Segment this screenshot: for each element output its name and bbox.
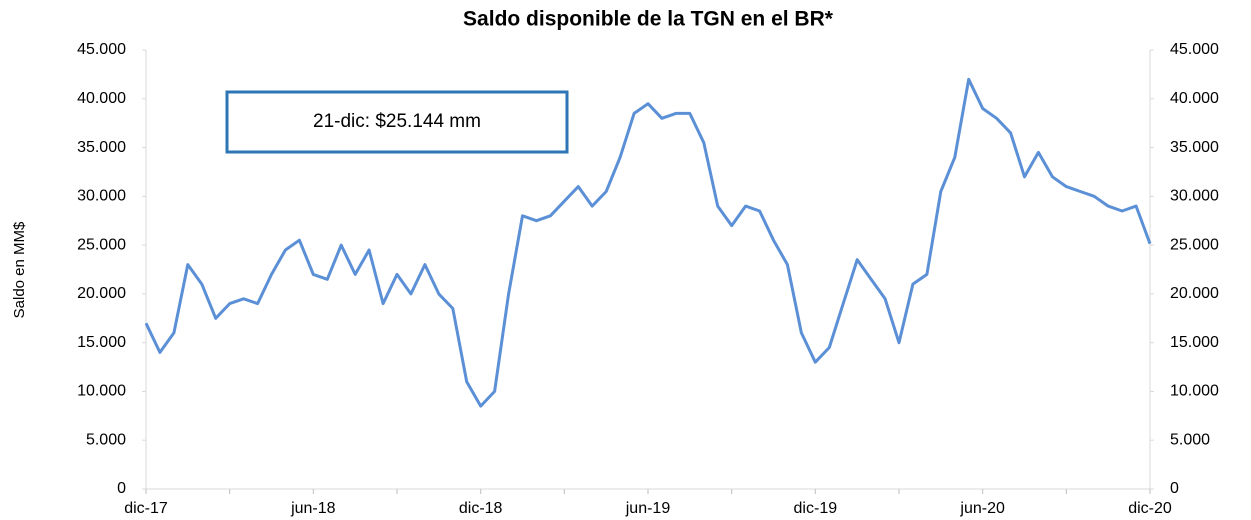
y-tick-label: 15.000 <box>77 334 126 351</box>
annotation: 21-dic: $25.144 mm <box>313 111 481 132</box>
y-tick-label: 35.000 <box>77 139 126 156</box>
line <box>144 77 1152 408</box>
y2-tick-label: 25.000 <box>1170 236 1219 253</box>
x-tick-label: dic-19 <box>794 500 838 517</box>
y-tick-label: 0 <box>117 480 126 497</box>
y-axis-label: Saldo en MM$ <box>11 221 28 318</box>
x-tick-label: dic-17 <box>124 500 168 517</box>
x-tick-label: jun-20 <box>959 500 1005 517</box>
y2-tick-label: 35.000 <box>1170 139 1219 156</box>
y2-tick-label: 40.000 <box>1170 90 1219 107</box>
annotation-box <box>225 90 569 154</box>
y2-tick-label: 10.000 <box>1170 383 1219 400</box>
y-tick-label: 45.000 <box>77 41 126 58</box>
y-tick-label: 5.000 <box>86 431 126 448</box>
y-tick-label: 30.000 <box>77 188 126 205</box>
y2-tick-label: 5.000 <box>1170 431 1210 448</box>
chart-title: Saldo disponible de la TGN en el BR* <box>463 8 834 31</box>
y2-tick-label: 45.000 <box>1170 41 1219 58</box>
x-tick-label: jun-18 <box>290 500 336 517</box>
x-tick-label: dic-18 <box>459 500 503 517</box>
y-tick-label: 25.000 <box>77 236 126 253</box>
y2-tick-label: 15.000 <box>1170 334 1219 351</box>
y-tick-label: 40.000 <box>77 90 126 107</box>
y2-tick-label: 30.000 <box>1170 188 1219 205</box>
y2-tick-label: 20.000 <box>1170 285 1219 302</box>
y2-tick-label: 0 <box>1170 480 1179 497</box>
x-tick-label: jun-19 <box>625 500 671 517</box>
x-tick-label: dic-20 <box>1128 500 1172 517</box>
y-tick-label: 10.000 <box>77 383 126 400</box>
y-tick-label: 20.000 <box>77 285 126 302</box>
